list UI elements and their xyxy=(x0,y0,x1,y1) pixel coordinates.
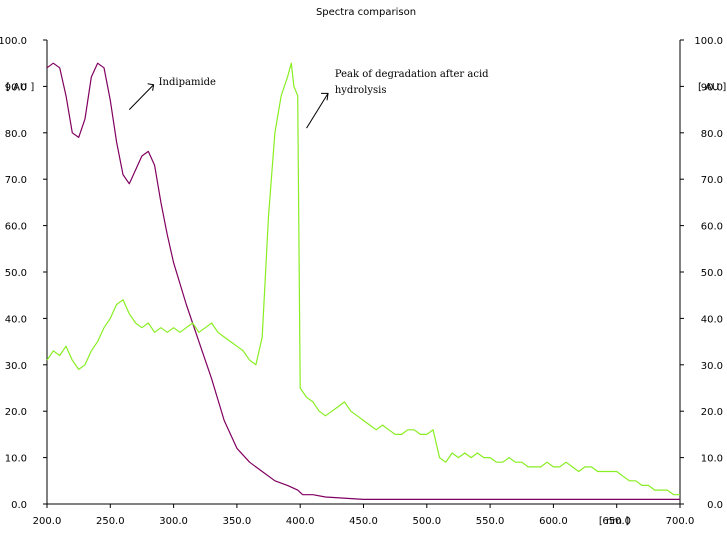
y-tick-label-left: 70.0 xyxy=(5,175,27,186)
y-tick-label-right: 60.0 xyxy=(701,222,723,233)
x-tick-label: 500.0 xyxy=(412,516,441,527)
y-tick-label-left: 10.0 xyxy=(5,454,27,465)
y-tick-label-right: 0.0 xyxy=(707,500,723,511)
x-tick-label: 700.0 xyxy=(666,516,695,527)
y-tick-label-right: 100.0 xyxy=(694,36,723,47)
axes: 200.0 250.0 300.0 350.0 400.0 450.0 500.0 550.0… xyxy=(0,36,723,527)
y-tick-label-right: 40.0 xyxy=(701,314,723,325)
annotation-degradation-line1: Peak of degradation after acid xyxy=(335,69,489,80)
x-tick-label: 250.0 xyxy=(96,516,125,527)
y-tick-label-left: 0.0 xyxy=(11,500,27,511)
y-tick-label-left: 30.0 xyxy=(5,361,27,372)
y-tick-label-right: 70.0 xyxy=(701,175,723,186)
y-tick-label-left: 40.0 xyxy=(5,314,27,325)
series-line-1 xyxy=(46,62,680,500)
y-tick-label-right: 30.0 xyxy=(701,361,723,372)
series-layer xyxy=(46,62,680,500)
y-tick-label-left: 90.0 xyxy=(5,82,27,93)
y-tick-label-right: 10.0 xyxy=(701,454,723,465)
annotation-arrowhead-indipamide xyxy=(147,83,155,91)
y-tick-label-right: 80.0 xyxy=(701,129,723,140)
annotation-arrowhead-degradation xyxy=(321,92,329,101)
annotation-arrow-degradation xyxy=(306,93,329,129)
y-tick-label-right: 50.0 xyxy=(701,268,723,279)
x-tick-label: 350.0 xyxy=(223,516,252,527)
y-axis-unit-right: [ AU ] xyxy=(698,82,726,93)
annotation-layer: Indipamide Peak of degradation after acid… xyxy=(128,69,489,129)
annotation-degradation-line2: hydrolysis xyxy=(335,85,387,96)
annotation-arrow-indipamide xyxy=(128,84,154,110)
y-tick-label-left: 80.0 xyxy=(5,129,27,140)
y-tick-label-right: 20.0 xyxy=(701,407,723,418)
y-tick-label-left: 60.0 xyxy=(5,222,27,233)
x-tick-label: 450.0 xyxy=(349,516,378,527)
y-tick-label-left: 100.0 xyxy=(0,36,27,47)
x-tick-label: 650.0 xyxy=(602,516,631,527)
series-line-2 xyxy=(46,62,680,496)
x-axis-unit: [ nm ] xyxy=(599,516,629,527)
x-tick-label: 300.0 xyxy=(159,516,188,527)
x-tick-label: 550.0 xyxy=(476,516,505,527)
x-tick-label: 200.0 xyxy=(33,516,62,527)
y-tick-label-right: 90.0 xyxy=(701,82,723,93)
y-axis-unit-left: [ AU ] xyxy=(6,82,34,93)
x-tick-label: 600.0 xyxy=(539,516,568,527)
chart-title: Spectra comparison xyxy=(316,7,416,18)
x-tick-label: 400.0 xyxy=(286,516,315,527)
y-tick-label-left: 20.0 xyxy=(5,407,27,418)
annotation-indipamide: Indipamide xyxy=(159,77,216,88)
y-tick-label-left: 50.0 xyxy=(5,268,27,279)
